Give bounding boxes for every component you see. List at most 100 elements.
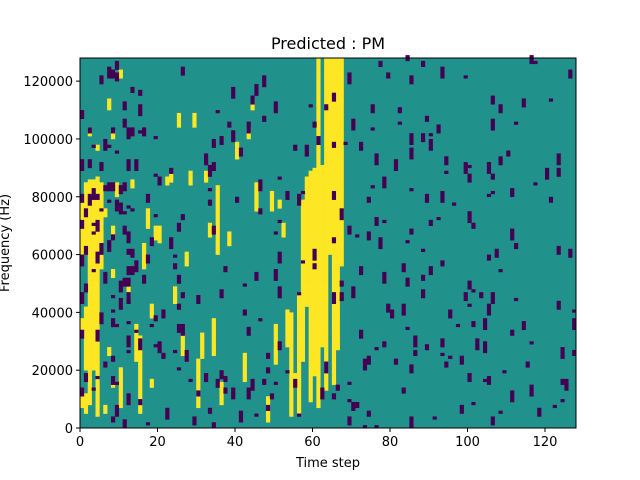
heatmap-cell-high [335, 193, 340, 198]
heatmap-cell-high [107, 98, 112, 102]
heatmap-cell-low [510, 390, 515, 403]
heatmap-cell-high [324, 205, 329, 209]
heatmap-cell-high [328, 193, 333, 198]
heatmap-cell-high [331, 286, 337, 290]
heatmap-cell-high [297, 355, 302, 359]
heatmap-cell-high [300, 326, 306, 331]
heatmap-cell-high [219, 399, 224, 403]
heatmap-cell-high [320, 248, 325, 252]
heatmap-cell-high [145, 219, 151, 224]
heatmap-cell-high [176, 124, 182, 128]
heatmap-cell-low [192, 416, 197, 426]
heatmap-cell-high [118, 75, 123, 79]
heatmap-cell-high [312, 352, 317, 357]
heatmap-cell-low [424, 344, 430, 351]
heatmap-cell-high [118, 404, 123, 409]
heatmap-cell-high [328, 121, 333, 125]
heatmap-cell-high [324, 243, 329, 247]
heatmap-cell-high [308, 306, 313, 310]
heatmap-cell-high [331, 136, 337, 140]
heatmap-cell-high [83, 321, 89, 325]
heatmap-cell-high [320, 260, 325, 264]
heatmap-cell-high [308, 228, 313, 232]
heatmap-cell-high [308, 332, 313, 336]
heatmap-cell-high [320, 219, 325, 224]
heatmap-cell-high [277, 202, 282, 206]
heatmap-cell-low [401, 263, 406, 273]
heatmap-cell-high [300, 243, 306, 247]
heatmap-cell-high [91, 321, 96, 325]
heatmap-cell-high [91, 315, 96, 319]
heatmap-cell-high [99, 185, 104, 189]
heatmap-cell-high [80, 202, 85, 206]
heatmap-cell-high [188, 179, 193, 183]
heatmap-cell-high [91, 245, 96, 250]
heatmap-cell-high [339, 188, 344, 192]
heatmap-cell-high [91, 211, 96, 215]
heatmap-cell-high [316, 323, 321, 328]
heatmap-cell-high [335, 159, 340, 163]
heatmap-cell-high [91, 257, 96, 261]
heatmap-cell-high [87, 214, 92, 218]
heatmap-cell-low [355, 401, 360, 409]
heatmap-cell-high [149, 306, 154, 310]
heatmap-cell-low [134, 159, 139, 172]
heatmap-cell-low [347, 399, 352, 403]
heatmap-cell-high [331, 370, 337, 374]
heatmap-cell-high [118, 393, 123, 397]
heatmap-cell-low [114, 323, 120, 328]
heatmap-cell-high [316, 364, 321, 368]
heatmap-cell-high [138, 364, 143, 368]
heatmap-cell-high [316, 295, 321, 299]
heatmap-cell-high [335, 237, 340, 241]
heatmap-cell-high [331, 118, 337, 122]
heatmap-cell-low [359, 141, 364, 151]
heatmap-cell-high [297, 315, 302, 319]
heatmap-cell-low [483, 318, 488, 331]
heatmap-cell-high [308, 260, 313, 264]
heatmap-cell-low [262, 75, 267, 88]
heatmap-cell-high [235, 156, 240, 160]
heatmap-cell-high [324, 300, 329, 304]
heatmap-cell-low [87, 193, 92, 206]
heatmap-cell-high [316, 274, 321, 278]
heatmap-cell-low [537, 407, 542, 417]
plot-frame [79, 57, 577, 429]
heatmap-cell-low [107, 182, 112, 192]
heatmap-cell-high [87, 318, 92, 322]
heatmap-cell-high [118, 375, 123, 380]
heatmap-cell-high [176, 121, 182, 125]
heatmap-cell-high [320, 277, 325, 281]
heatmap-cell-low [366, 231, 371, 241]
heatmap-cell-low [80, 292, 85, 304]
heatmap-cell-high [95, 349, 100, 354]
heatmap-cell-high [324, 355, 329, 359]
heatmap-cell-high [300, 344, 306, 348]
heatmap-cell-high [242, 367, 247, 371]
heatmap-cell-high [235, 153, 240, 157]
heatmap-cell-low [514, 297, 519, 302]
heatmap-cell-high [316, 130, 321, 134]
heatmap-cell-low [510, 188, 515, 198]
heatmap-cell-high [335, 228, 340, 232]
heatmap-cell-low [103, 361, 108, 368]
heatmap-cell-high [316, 396, 321, 400]
heatmap-cell-high [196, 401, 201, 406]
heatmap-cell-high [95, 216, 100, 221]
heatmap-cell-low [490, 416, 495, 426]
heatmap-cell-high [273, 355, 278, 359]
heatmap-cell-high [324, 271, 329, 276]
heatmap-cell-high [331, 326, 337, 331]
heatmap-cell-high [335, 104, 340, 108]
heatmap-cell-high [308, 318, 313, 322]
heatmap-cell-low [502, 370, 507, 374]
heatmap-cell-low [122, 277, 127, 287]
heatmap-cell-high [200, 338, 205, 342]
heatmap-cell-high [316, 69, 321, 73]
heatmap-cell-high [254, 190, 259, 195]
heatmap-cell-high [320, 170, 325, 174]
heatmap-cell-high [331, 156, 337, 160]
heatmap-cell-high [211, 338, 216, 342]
heatmap-cell-low [111, 69, 116, 79]
heatmap-cell-high [297, 410, 302, 414]
